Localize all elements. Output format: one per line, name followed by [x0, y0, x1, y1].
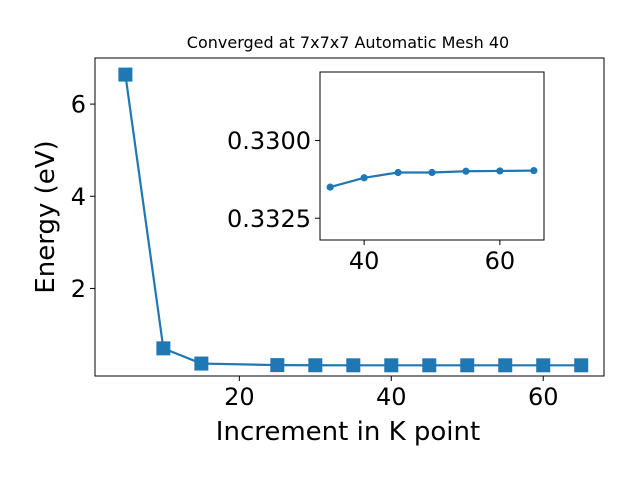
main-data-point	[460, 358, 475, 373]
main-plot-frame	[94, 57, 605, 377]
main-x-tick-label: 40	[376, 383, 407, 411]
inset-data-point	[496, 167, 504, 175]
inset-background	[320, 72, 544, 240]
main-series-marks	[118, 67, 589, 373]
main-data-point	[574, 358, 589, 373]
inset-data-point	[530, 167, 538, 175]
inset-x-tick-label: 40	[349, 247, 380, 275]
inset-y-tick-label: 0.3325	[227, 205, 311, 233]
inset-x-tick-label: 60	[485, 247, 516, 275]
inset-data-point	[428, 168, 436, 177]
main-data-point	[156, 341, 171, 356]
y-axis-label: Energy (eV)	[31, 140, 61, 293]
inset-data-point	[462, 167, 470, 175]
inset-series-marks	[326, 167, 538, 191]
main-data-point	[536, 358, 551, 373]
main-chart: Converged at 7x7x7 Automatic Mesh 40 20 4…	[31, 33, 605, 447]
inset-axis-ticks: 40 60 0.3300 0.3325	[227, 127, 515, 275]
inset-y-tick-label: 0.3300	[227, 127, 311, 155]
x-axis-label: Increment in K point	[216, 417, 480, 447]
main-axis-ticks: 20 40 60 2 4 6	[71, 91, 559, 411]
main-x-tick-label: 60	[528, 383, 559, 411]
main-data-point	[308, 358, 323, 373]
inset-plot-frame	[319, 71, 545, 241]
main-data-point	[498, 358, 513, 373]
chart-title: Converged at 7x7x7 Automatic Mesh 40	[187, 33, 509, 52]
main-y-tick-label: 4	[71, 183, 86, 211]
main-data-point	[270, 358, 285, 373]
main-data-point	[118, 67, 133, 82]
main-y-tick-label: 6	[71, 91, 86, 119]
main-data-point	[346, 358, 361, 373]
main-x-tick-label: 20	[224, 383, 255, 411]
main-data-point	[422, 358, 437, 373]
inset-data-point	[360, 174, 368, 182]
main-y-tick-label: 2	[71, 275, 86, 303]
inset-data-point	[394, 168, 402, 177]
inset-data-point	[326, 183, 334, 191]
main-data-point	[384, 358, 399, 373]
main-data-point	[194, 356, 209, 371]
inset-chart: 40 60 0.3300 0.3325	[227, 71, 545, 275]
